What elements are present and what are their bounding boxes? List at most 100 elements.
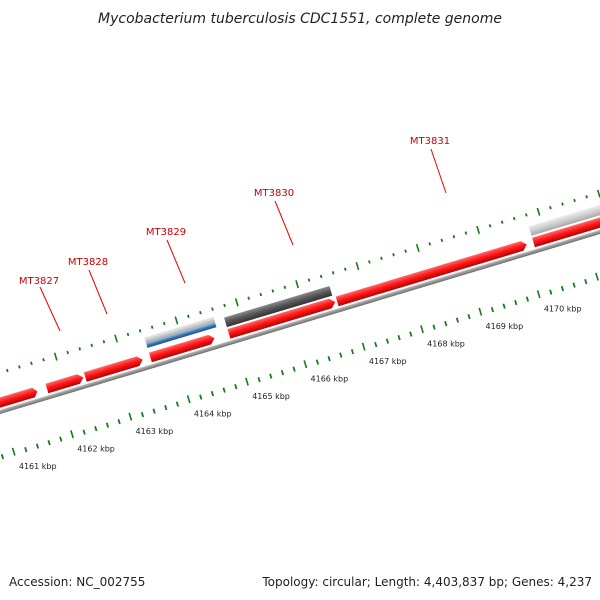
upper-tick-mark [368,260,371,264]
upper-tick-mark [464,231,468,235]
upper-tick-mark [259,292,263,297]
upper-tick-mark [380,256,383,261]
scale-tick-mark [374,341,378,348]
scale-tick-mark [361,342,366,351]
leader-line-mt3831 [430,148,447,194]
feature-dark-gray-bar[interactable] [224,285,333,328]
upper-tick-mark [585,195,588,199]
scale-tick-mark [409,331,413,337]
scale-tick-mark [105,422,110,428]
upper-tick-mark [6,368,9,373]
gene-label-group: MT3827 MT3828 MT3829 MT3830 MT3831 [19,136,450,332]
feature-light-gray-bar[interactable] [144,316,216,344]
upper-tick-mark [561,202,564,206]
gene-label-mt3827[interactable]: MT3827 [19,276,59,287]
upper-tick-mark [319,274,323,279]
feature-light-gray-right[interactable] [528,203,600,236]
scale-tick-mark [303,360,308,369]
feature-blue-bar[interactable] [146,322,217,348]
scale-tick-mark [455,317,460,323]
upper-tick-mark [211,307,214,311]
scale-tick-mark [175,401,180,407]
gene-label-mt3830[interactable]: MT3830 [254,188,294,199]
scale-tick-mark [385,338,390,344]
scale-tick-mark [420,325,424,334]
gene-feature-mt3831[interactable] [335,240,529,307]
scale-tick-mark [24,446,28,453]
upper-tick-mark [234,298,239,307]
leader-line-mt3827 [39,286,61,332]
upper-tick-mark [187,314,190,318]
scale-tick-mark [525,296,530,302]
gene-feature-mt3827[interactable] [45,373,84,394]
upper-tick-mark [150,325,154,329]
scale-label-group: 4161 kbp 4162 kbp 4163 kbp 4164 kbp 4165 kbp… [19,304,582,471]
scale-tick-mark [514,299,518,306]
scale-tick-mark [140,411,145,418]
upper-tick-mark [102,339,106,344]
scale-tick-mark [444,320,448,327]
scale-tick-mark [59,436,63,442]
scale-tick-mark [222,387,226,393]
scale-tick-mark [502,303,506,309]
lower-tick-row [0,272,599,460]
leader-line-mt3830 [274,200,294,246]
gene-feature-mt3826[interactable] [0,387,39,414]
upper-tick-mark [512,216,516,221]
upper-tick-mark [343,267,347,271]
scale-tick-mark [117,418,121,425]
scale-tick-mark [584,278,588,285]
scale-tick-mark [490,306,495,313]
gene-feature-mt3829[interactable] [148,333,216,363]
upper-tick-mark [404,249,407,253]
upper-tick-mark [283,285,287,290]
gene-label-mt3829[interactable]: MT3829 [146,227,186,238]
scale-tick-mark [11,447,16,456]
scale-tick-mark [0,453,5,460]
upper-tick-mark [295,280,300,289]
accession-text: Accession: NC_002755 [9,575,145,589]
scale-tick-mark [467,313,471,320]
upper-tick-mark [78,347,82,351]
upper-tick-mark [53,352,58,361]
upper-tick-mark [452,234,456,239]
scale-tick-mark [339,352,343,358]
scale-tick-mark [315,359,320,365]
scale-tick-mark [536,290,541,299]
scale-tick-mark [269,373,273,379]
scale-tick-mark [478,307,483,316]
upper-tick-mark [90,343,94,347]
upper-tick-row [6,189,600,373]
upper-tick-mark [500,220,504,224]
scale-tick-mark [152,408,156,414]
scale-tick-mark [234,383,238,390]
scale-label-4168: 4168 kbp [427,339,465,348]
scale-tick-mark [432,324,436,330]
leader-line-mt3828 [88,269,108,315]
upper-tick-mark [126,332,130,337]
scale-tick-mark [549,289,553,295]
upper-tick-mark [174,316,179,325]
gene-feature-mt3832[interactable] [532,214,600,248]
scale-label-4166: 4166 kbp [311,374,349,383]
map-title: Mycobacterium tuberculosis CDC1551, comp… [98,11,502,27]
gene-label-mt3828[interactable]: MT3828 [68,257,108,268]
gene-feature-mt3828[interactable] [83,355,144,382]
scale-tick-mark [47,439,51,446]
scale-tick-mark [164,404,168,411]
scale-tick-mark [572,282,576,288]
upper-tick-mark [440,238,444,242]
upper-tick-mark [331,271,335,275]
gene-label-mt3831[interactable]: MT3831 [410,136,450,147]
scale-tick-mark [280,369,285,376]
upper-tick-mark [42,358,45,362]
scale-tick-mark [397,334,401,341]
scale-tick-mark [245,377,249,386]
scale-tick-mark [595,272,599,281]
scale-label-4165: 4165 kbp [252,392,290,401]
upper-tick-mark [476,225,481,234]
upper-tick-mark [138,329,142,333]
scale-label-4162: 4162 kbp [77,444,115,453]
gene-feature-mt3830[interactable] [227,297,336,339]
